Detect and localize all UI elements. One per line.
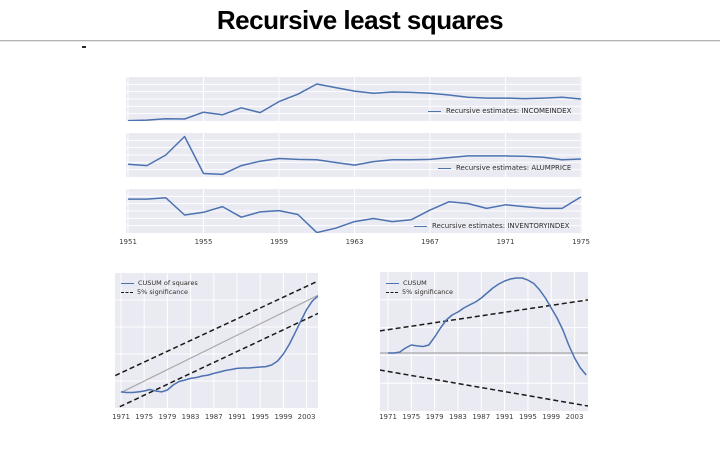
- x-tick-label: 1991: [228, 413, 246, 421]
- x-tick-label: 1979: [158, 413, 177, 421]
- legend-cusum: CUSUM 5% significance: [386, 279, 453, 297]
- legend-cusum-squares: CUSUM of squares 5% significance: [121, 279, 198, 297]
- x-tick-label: 1955: [194, 238, 213, 246]
- x-tick-label: 1999: [274, 413, 293, 421]
- legend-inventoryindex: Recursive estimates: INVENTORYINDEX: [414, 222, 569, 231]
- x-tick-label: 1971: [112, 413, 130, 421]
- legend-line-sample-icon: [414, 226, 427, 227]
- legend-label: Recursive estimates: INCOMEINDEX: [446, 107, 572, 115]
- plot-panel-cusum-squares: [115, 273, 318, 408]
- x-tick-label: 1995: [251, 413, 270, 421]
- legend-label: Recursive estimates: ALUMPRICE: [456, 164, 572, 172]
- legend-label: Recursive estimates: INVENTORYINDEX: [432, 222, 570, 230]
- x-tick-label: 2003: [565, 413, 584, 421]
- legend-row: CUSUM: [386, 279, 453, 288]
- x-tick-label: 1963: [345, 238, 364, 246]
- plot-panel-alumprice: [126, 133, 582, 177]
- legend-row: 5% significance: [121, 288, 198, 297]
- x-tick-label: 1995: [518, 413, 537, 421]
- recursive-estimates-inventoryindex-chart: [126, 189, 582, 233]
- x-tick-label: 1983: [449, 413, 467, 421]
- x-tick-label: 1983: [181, 413, 200, 421]
- x-axis-cusum-squares: 1971 1975 1979 1983 1987 1991 1995 1999 2003: [0, 413, 720, 423]
- x-tick-label: 1999: [542, 413, 561, 421]
- x-tick-label: 2003: [297, 413, 316, 421]
- x-tick-label: 1991: [495, 413, 514, 421]
- legend-label: 5% significance: [137, 288, 188, 296]
- x-tick-label: 1967: [421, 238, 439, 246]
- horizontal-divider: [0, 40, 720, 42]
- cursor-mark: [82, 46, 86, 48]
- cusum-chart: [380, 272, 588, 411]
- legend-dash-sample-icon: [121, 292, 133, 293]
- x-axis-recursive-estimates: 1951 1955 1959 1963 1967 1971 1975: [0, 238, 720, 248]
- x-tick-label: 1979: [425, 413, 444, 421]
- x-tick-label: 1975: [402, 413, 421, 421]
- legend-label: 5% significance: [402, 288, 453, 296]
- page-title: Recursive least squares: [216, 5, 504, 35]
- legend-alumprice: Recursive estimates: ALUMPRICE: [438, 164, 571, 173]
- plot-panel-incomeindex: [126, 77, 582, 121]
- x-tick-label: 1987: [472, 413, 491, 421]
- legend-dash-sample-icon: [386, 292, 398, 293]
- recursive-estimates-incomeindex-chart: [126, 77, 582, 121]
- x-axis-cusum: 1971 1975 1979 1983 1987 1991 1995 1999 2003: [0, 413, 720, 423]
- x-tick-label: 1971: [379, 413, 397, 421]
- legend-line-sample-icon: [428, 111, 441, 112]
- legend-line-sample-icon: [438, 168, 451, 169]
- x-tick-label: 1975: [135, 413, 154, 421]
- legend-label: CUSUM of squares: [138, 279, 198, 287]
- plot-panel-inventoryindex: [126, 189, 582, 233]
- x-tick-label: 1975: [572, 238, 590, 246]
- legend-row: 5% significance: [386, 288, 453, 297]
- legend-row: CUSUM of squares: [121, 279, 198, 288]
- cusum-of-squares-chart: [115, 273, 318, 408]
- legend-line-sample-icon: [386, 283, 399, 284]
- x-tick-label: 1971: [496, 238, 515, 246]
- x-tick-label: 1951: [119, 238, 137, 246]
- legend-incomeindex: Recursive estimates: INCOMEINDEX: [428, 107, 571, 116]
- legend-line-sample-icon: [121, 283, 134, 284]
- recursive-estimates-alumprice-chart: [126, 133, 582, 177]
- x-tick-label: 1959: [270, 238, 288, 246]
- legend-label: CUSUM: [403, 279, 427, 287]
- plot-panel-cusum: [380, 272, 588, 411]
- x-tick-label: 1987: [204, 413, 223, 421]
